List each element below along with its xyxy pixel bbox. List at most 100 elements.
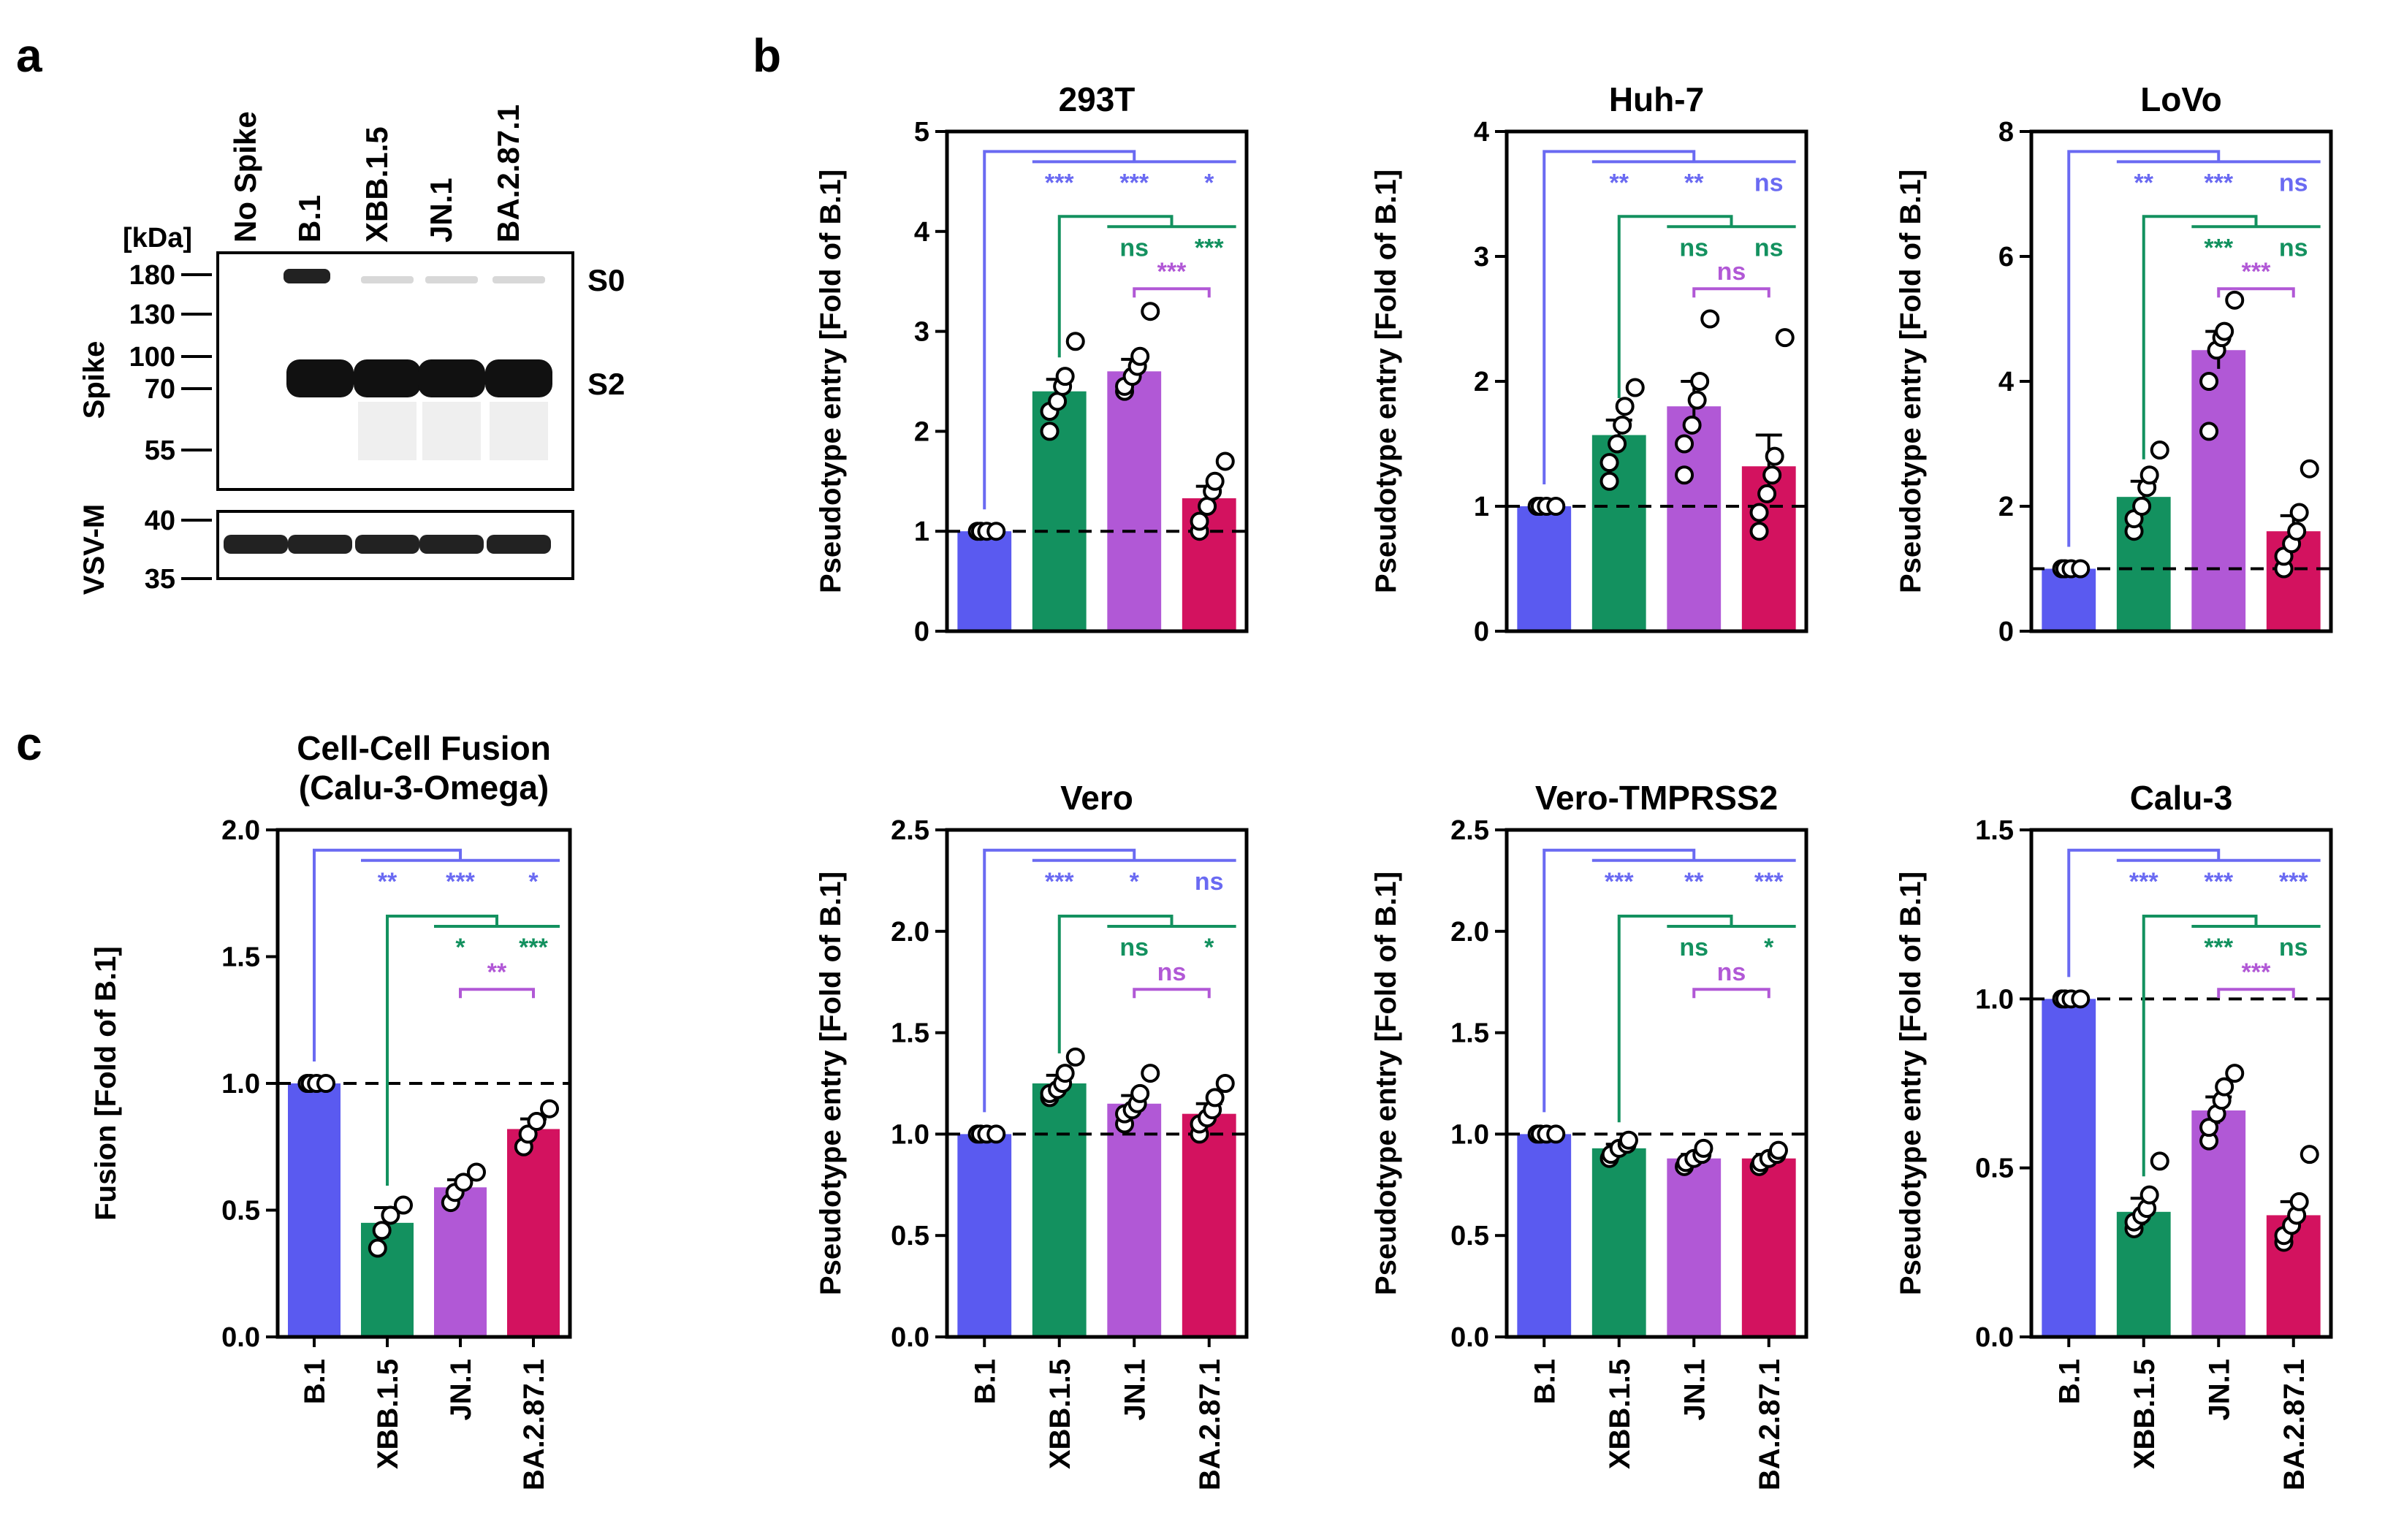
y-axis-label: Pseudotype entry [Fold of B.1]: [1895, 872, 1927, 1295]
data-point: [454, 1173, 473, 1192]
blot-band-vsvm-mark: [224, 535, 288, 554]
blot-smear: [490, 402, 548, 460]
sig-label: ns: [1717, 258, 1746, 286]
blot-band-vsvm-mark: [419, 535, 484, 554]
panel-label-c: c: [16, 717, 42, 770]
data-point: [2132, 497, 2152, 516]
blot-tick-label: 180: [129, 260, 175, 291]
blot-band-vsvm-mark: [487, 535, 551, 554]
chart-title: 293T: [1059, 80, 1136, 118]
blot-band-s2-mark: [418, 359, 485, 397]
sig-bracket-green: [386, 914, 498, 1186]
data-point: [1130, 346, 1150, 366]
data-point: [2139, 465, 2159, 485]
y-axis-label: Pseudotype entry [Fold of B.1]: [1370, 872, 1402, 1295]
blot-smear: [422, 402, 481, 460]
data-point: [1762, 465, 1782, 485]
blot-tick-label: 40: [145, 506, 175, 536]
y-tick-label: 1.5: [1975, 815, 2014, 846]
y-tick-label: 1.5: [221, 942, 260, 973]
y-axis-label: Pseudotype entry [Fold of B.1]: [1370, 169, 1402, 593]
sig-label: ns: [1679, 234, 1708, 262]
data-point: [2215, 321, 2234, 341]
sig-label: **: [1610, 169, 1629, 197]
data-point: [2139, 1185, 2159, 1205]
bar-ba.2.87.1: [1741, 1158, 1796, 1337]
sig-label: *: [1764, 934, 1774, 961]
y-tick-label: 1: [1474, 492, 1489, 522]
sig-label: **: [2134, 169, 2154, 197]
data-point: [2287, 522, 2307, 541]
bar-b.1: [288, 1083, 341, 1337]
sig-label: ***: [1195, 234, 1224, 262]
bar-jn.1: [2191, 350, 2246, 631]
blot-band-vsvm-mark: [355, 535, 419, 554]
x-tick-label: JN.1: [1119, 1359, 1151, 1421]
sig-bracket-blue: [313, 848, 462, 1061]
sig-bracket-purple: [2217, 988, 2295, 999]
bar-jn.1: [2191, 1110, 2246, 1337]
y-tick-label: 1.5: [891, 1018, 929, 1049]
sig-bracket-green: [1617, 215, 1733, 399]
y-tick-label: 0: [1474, 617, 1489, 647]
blot-band-s2-mark: [286, 359, 354, 397]
bar-charts: Cell-Cell Fusion(Calu-3-Omega) 0.0 0.5 1.0 1…: [90, 80, 2333, 1490]
blot-smear: [358, 402, 416, 460]
plot-frame: [945, 129, 1249, 633]
bar-xbb.1.5: [1591, 435, 1646, 631]
blot-lane-labels: No Spike B.1 XBB.1.5 JN.1 BA.2.87.1: [228, 104, 525, 243]
y-tick-label: 2.0: [891, 917, 929, 948]
y-tick-label: 0.5: [891, 1221, 929, 1251]
chart-title: Huh-7: [1609, 80, 1704, 118]
plot-frame: [945, 828, 1249, 1339]
y-tick-label: 2.5: [891, 815, 929, 846]
y-axis-label: Fusion [Fold of B.1]: [90, 946, 122, 1221]
data-point: [1675, 434, 1694, 454]
blot-lane-label: B.1: [292, 195, 327, 243]
data-point: [2225, 1064, 2245, 1083]
x-tick-label: XBB.1.5: [2129, 1359, 2161, 1469]
blot-band-s0-faint: [361, 276, 414, 283]
blot-band-s2: S2: [587, 367, 625, 401]
bar-b.1: [2042, 568, 2096, 631]
x-tick-label: B.1: [2053, 1359, 2085, 1404]
data-point: [1055, 1064, 1075, 1083]
sig-bracket-blue: [1543, 848, 1696, 1113]
data-point: [381, 1205, 400, 1225]
blot-tick-label: 55: [145, 435, 175, 466]
sig-label: ***: [1754, 868, 1784, 896]
data-point: [1615, 397, 1635, 416]
sig-bracket-purple: [1133, 287, 1211, 298]
y-tick-label: 2: [1474, 367, 1489, 397]
sig-label: ***: [1045, 169, 1074, 197]
sig-label: **: [1684, 169, 1704, 197]
y-tick-label: 2: [914, 416, 929, 447]
sig-label: *: [528, 868, 539, 896]
sig-label: ns: [1157, 958, 1187, 986]
chart-vero-tmprss2: Vero-TMPRSS2 0.0 0.5 1.0 1.5 2.0 2.5 Pseudotype…: [1370, 779, 1808, 1490]
data-point: [394, 1195, 413, 1215]
panel-label-a: a: [16, 29, 42, 82]
chart-calu-3: Calu-3 0.0 0.5 1.0 1.5 Pseudotype entry [Fold…: [1895, 779, 2333, 1490]
sig-label: **: [1684, 868, 1704, 896]
blot-band-s2-mark: [485, 359, 552, 397]
bar-xbb.1.5: [1032, 1083, 1087, 1337]
sig-bracket-blue: [2067, 848, 2221, 977]
data-point: [467, 1162, 486, 1182]
blot-lane-label: BA.2.87.1: [491, 104, 525, 243]
sig-bracket-purple: [1692, 988, 1770, 999]
x-tick-label: JN.1: [445, 1359, 477, 1421]
chart-huh-7: Huh-7 0 1 2 3 4 Pseudotype entry [Fold of B.1]…: [1370, 80, 1808, 647]
bar-xbb.1.5: [1591, 1148, 1646, 1337]
x-tick-label: B.1: [1529, 1359, 1561, 1404]
sig-label: ns: [1119, 234, 1149, 262]
data-point: [1757, 484, 1777, 503]
chart-title: Vero: [1060, 779, 1133, 817]
sig-label: ns: [1717, 958, 1746, 986]
sig-label: ***: [2242, 258, 2271, 286]
blot-tick-label: 100: [129, 342, 175, 373]
sig-label: ns: [1754, 234, 1784, 262]
sig-bracket-blue: [2067, 150, 2221, 547]
sig-label: ***: [2279, 868, 2308, 896]
data-point: [1141, 1064, 1160, 1083]
